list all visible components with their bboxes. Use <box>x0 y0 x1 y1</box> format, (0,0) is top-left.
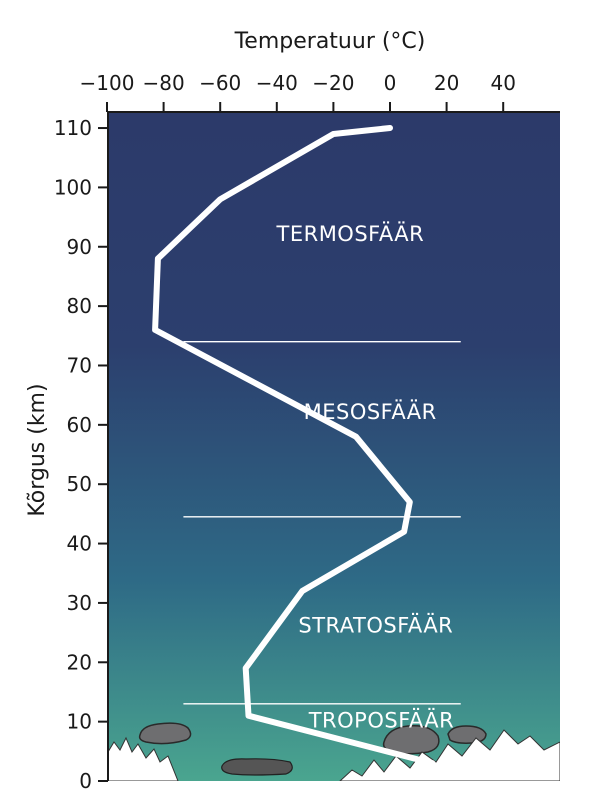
mountain-range-right <box>339 729 560 781</box>
y-tick-label: 80 <box>67 294 92 318</box>
x-axis: −100 −80 −60 −40 −20 0 20 40 <box>80 71 560 113</box>
layer-label: STRATOSFÄÄR <box>298 613 453 638</box>
y-tick-label: 20 <box>67 650 92 674</box>
y-tick-label: 10 <box>67 710 92 734</box>
y-axis: 0 10 20 30 40 50 60 70 80 90 100 110 <box>54 112 109 793</box>
layer-boundaries <box>183 341 461 705</box>
y-axis-title: Kõrgus (km) <box>25 383 50 516</box>
y-tick-label: 30 <box>67 591 92 615</box>
y-tick-label: 100 <box>54 175 92 199</box>
series-layer <box>152 125 436 767</box>
layer-label: MESOSFÄÄR <box>304 399 437 424</box>
y-tick-label: 70 <box>67 353 92 377</box>
y-tick-label: 0 <box>79 769 92 793</box>
x-tick-label: −80 <box>142 71 184 95</box>
x-tick-label: −40 <box>256 71 298 95</box>
x-tick-label: −100 <box>80 71 135 95</box>
layer-label: TERMOSFÄÄR <box>276 221 425 246</box>
y-tick-label: 90 <box>67 235 92 259</box>
y-tick-label: 60 <box>67 413 92 437</box>
x-tick-label: −20 <box>312 71 354 95</box>
x-tick-label: −60 <box>199 71 241 95</box>
x-tick-label: 20 <box>434 71 459 95</box>
layer-labels: TERMOSFÄÄR MESOSFÄÄR STRATOSFÄÄR TROPOSFÄÄR <box>276 221 455 733</box>
temperature-profile-line <box>152 125 436 767</box>
plot-background <box>108 112 560 781</box>
x-axis-title: Temperatuur (°C) <box>234 29 426 54</box>
rock-ground <box>221 758 293 776</box>
mountain-range-left <box>108 736 179 781</box>
x-tick-label: 0 <box>384 71 397 95</box>
y-tick-label: 110 <box>54 116 92 140</box>
y-tick-label: 40 <box>67 532 92 556</box>
cloud-left <box>138 722 192 745</box>
layer-label: TROPOSFÄÄR <box>308 708 455 733</box>
x-tick-label: 40 <box>490 71 515 95</box>
y-tick-label: 50 <box>67 472 92 496</box>
